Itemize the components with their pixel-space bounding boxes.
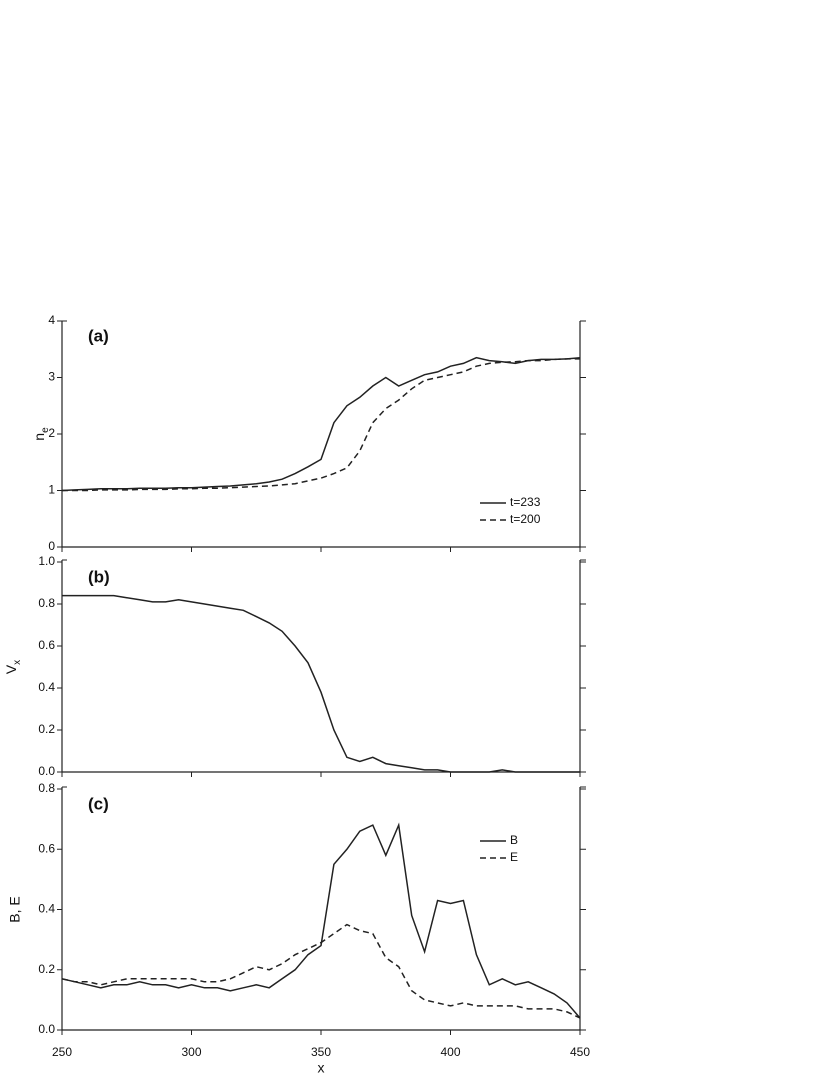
y-tick-label: 4 xyxy=(48,313,55,327)
legend-label: t=233 xyxy=(510,495,541,509)
y-label-sub: e xyxy=(40,427,51,433)
panel-label: (c) xyxy=(88,794,109,813)
y-tick-label: 2 xyxy=(48,426,55,440)
y-tick-label: 0.6 xyxy=(38,638,55,652)
x-tick-label: 450 xyxy=(570,1045,590,1059)
y-tick-label: 0.0 xyxy=(38,764,55,778)
x-tick-label: 400 xyxy=(440,1045,460,1059)
data-line xyxy=(61,822,581,1019)
data-line xyxy=(61,923,581,1019)
y-tick-label: 1.0 xyxy=(38,554,55,568)
legend-label: B xyxy=(510,833,518,847)
y-label-sub: x xyxy=(12,660,23,665)
axis-frame xyxy=(61,787,581,1031)
y-label-base: n xyxy=(31,433,47,441)
y-axis-label: B, E xyxy=(7,896,23,922)
y-tick-label: 0.8 xyxy=(38,596,55,610)
y-tick-label: 0.6 xyxy=(38,841,55,855)
y-tick-label: 0.4 xyxy=(38,680,55,694)
y-tick-label: 0.4 xyxy=(38,902,55,916)
data-line xyxy=(62,358,580,492)
y-axis-label: ne xyxy=(31,427,51,441)
legend-label: E xyxy=(510,850,518,864)
y-tick-label: 0.8 xyxy=(38,781,55,795)
panel-label: (b) xyxy=(88,567,110,586)
data-line xyxy=(61,356,581,492)
y-tick-label: 3 xyxy=(48,370,55,384)
y-tick-label: 0.0 xyxy=(38,1022,55,1036)
y-label-base: V xyxy=(3,664,19,674)
y-tick-label: 0.2 xyxy=(38,722,55,736)
axis-frame xyxy=(61,321,581,548)
y-tick-label: 0.2 xyxy=(38,962,55,976)
data-line xyxy=(62,594,580,773)
x-tick-label: 300 xyxy=(181,1045,201,1059)
y-tick-label: 0 xyxy=(48,539,55,553)
legend-label: t=200 xyxy=(510,512,541,526)
panel-label: (a) xyxy=(88,326,109,345)
y-tick-label: 1 xyxy=(48,483,55,497)
y-axis-label: Vx xyxy=(3,660,23,674)
axis-frame xyxy=(61,560,581,773)
x-axis-label: x xyxy=(318,1060,325,1075)
x-tick-label: 350 xyxy=(311,1045,331,1059)
x-tick-label: 250 xyxy=(52,1045,72,1059)
